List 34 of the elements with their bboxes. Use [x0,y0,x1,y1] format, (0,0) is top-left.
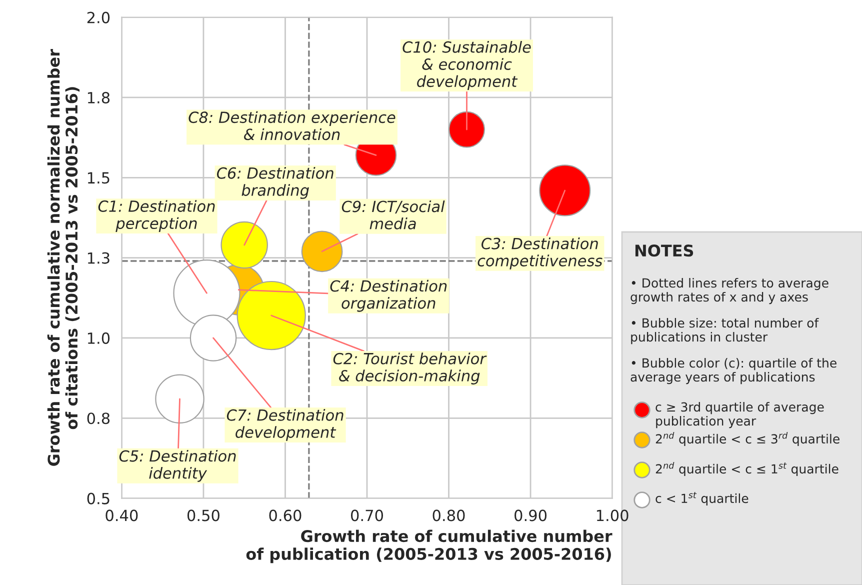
annotation: C7: Destination development [226,409,344,441]
legend-label: 2$^{nd}$ quartile < c ≤ 1$^{st}$ quartile [656,462,838,476]
annotation: C1: Destination perception [98,200,215,232]
y-axis-title: Growth rate of cumulative normalized number of citations (2005-2013 vs 2005-2016) [47,48,80,466]
annotation: C10: Sustainable & economic development [402,41,531,90]
text: • Bubble size: total number of publications in cluster [631,318,819,344]
legend-label: c < 1$^{st}$ quartile [656,492,748,506]
x-tick-label: 0.90 [514,510,547,522]
text: • Bubble color (c): quartile of the average years of publications [630,358,836,384]
y-tick-label: 1.5 [88,172,110,184]
x-tick-label: 0.50 [187,510,220,522]
legend-label: 2$^{nd}$ quartile < c ≤ 3$^{rd}$ quartile [656,432,840,446]
x-tick-label: 0.40 [106,510,138,522]
x-axis-title: Growth rate of cumulative number of publication (2005-2013 vs 2005-2016) [246,530,612,564]
text: NOTES [635,244,694,257]
annotation: C4: Destination organization [330,280,447,312]
x-tick-label: 0.70 [351,510,383,522]
x-tick-label: 0.60 [269,510,302,522]
y-tick-label: 0.5 [87,492,110,504]
legend-label: c ≥ 3rd quartile of average publication year [656,402,824,428]
annotation: C9: ICT/social media [342,200,445,230]
annotation: C6: Destination branding [216,167,334,199]
annotation: C2: Tourist behavior & decision-making [333,352,487,384]
y-tick-label: 2.0 [87,12,110,24]
text: • Dotted lines refers to average growth rates of x and y axes [630,278,828,304]
annotation: C5: Destination identity [119,450,236,482]
x-tick-label: 0.80 [432,510,465,522]
y-tick-label: 0.8 [87,412,110,424]
annotation: C8: Destination experience & innovation [188,111,396,140]
y-tick-label: 1.0 [88,332,110,344]
y-tick-label: 1.3 [88,252,110,264]
annotation: C3: Destination competitiveness [478,238,602,270]
y-tick-label: 1.8 [88,92,110,104]
x-tick-label: 1.00 [596,510,628,522]
